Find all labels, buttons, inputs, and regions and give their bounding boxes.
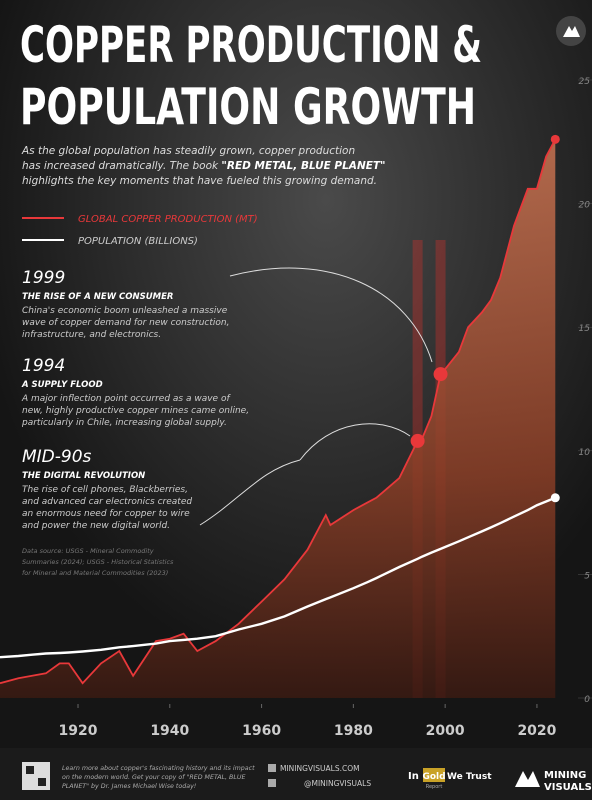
annotation-body: and power the new digital world. <box>22 521 170 531</box>
x-tick-label: 1920 <box>59 723 98 739</box>
end-dot <box>550 493 560 503</box>
subtitle-line: As the global population has steadily gr… <box>21 145 355 157</box>
arrow <box>199 459 301 526</box>
arrow <box>229 267 433 363</box>
web-icon <box>268 764 276 772</box>
title-line: COPPER PRODUCTION & <box>20 16 482 74</box>
partner-text: In <box>408 771 419 782</box>
source: Summaries (2024); USGS - Historical Stat… <box>22 558 174 566</box>
annotation-heading: THE RISE OF A NEW CONSUMER <box>22 292 173 302</box>
source: Data source: USGS - Mineral Commodity <box>22 547 154 555</box>
promo: PLANET" by Dr. James Michael Wise today! <box>62 782 197 790</box>
legend-label: GLOBAL COPPER PRODUCTION (MT) <box>78 214 258 225</box>
end-dot <box>550 134 560 144</box>
legend-label: POPULATION (BILLIONS) <box>78 236 198 247</box>
website: MININGVISUALS.COM <box>280 764 360 773</box>
subtitle-line: has increased dramatically. The book "RE… <box>22 160 386 172</box>
annotation-heading: THE DIGITAL REVOLUTION <box>22 471 145 481</box>
subtitle: As the global population has steadily gr… <box>21 145 386 187</box>
partner-text: We Trust <box>447 772 492 782</box>
social-icon <box>268 779 276 787</box>
annotation-body: wave of copper demand for new constructi… <box>22 318 229 328</box>
subtitle-line: highlights the key moments that have fue… <box>22 175 377 187</box>
highlight-dot <box>433 367 448 382</box>
y-tick-label: 15 <box>579 324 591 334</box>
arrow <box>299 423 411 461</box>
series-line <box>0 138 557 685</box>
title-line: POPULATION GROWTH <box>20 78 476 136</box>
y-tick-label: 5 <box>584 571 590 581</box>
legend: GLOBAL COPPER PRODUCTION (MT) POPULATION… <box>22 214 258 247</box>
annotation-body: infrastructure, and electronics. <box>22 330 161 340</box>
promo: on the modern world. Get your copy of "R… <box>62 773 245 781</box>
annotation-body: particularly in Chile, increasing global… <box>21 418 227 428</box>
subtitle-text: has increased dramatically. The book <box>22 160 221 172</box>
y-tick-label: 10 <box>579 448 591 458</box>
annotation-body: and advanced car electronics created <box>22 497 192 507</box>
annotation-heading: A SUPPLY FLOOD <box>21 380 103 390</box>
handle: @MININGVISUALS <box>304 779 371 788</box>
brand-icon <box>515 771 540 787</box>
brand: VISUALS <box>544 782 592 793</box>
series-line <box>0 496 556 659</box>
annotation-body: A major inflection point occurred as a w… <box>21 394 231 404</box>
qr-mark <box>26 766 34 774</box>
source: for Mineral and Material Commodities (20… <box>22 569 168 577</box>
y-tick-label: 25 <box>579 77 591 87</box>
promo: Learn more about copper's fascinating hi… <box>62 764 255 772</box>
y-tick-label: 0 <box>584 695 590 705</box>
annotation-body: new, highly productive copper mines came… <box>22 406 249 416</box>
annotation-label: 1999 <box>22 268 65 288</box>
x-tick-label: 1940 <box>150 723 189 739</box>
qr-mark <box>38 778 46 786</box>
partner-text: Gold <box>422 772 445 782</box>
annotation-body: The rise of cell phones, Blackberries, <box>22 485 188 495</box>
x-tick-label: 2000 <box>426 723 465 739</box>
brand: MINING <box>544 770 586 781</box>
chart-area: 0 5 10 15 20 25 1920 1940 1960 1980 2000 2020 <box>0 77 592 739</box>
x-tick-label: 1960 <box>242 723 281 739</box>
arrows <box>199 267 433 526</box>
footer: MININGVISUALS.COM @MININGVISUALS In Gold… <box>22 762 592 793</box>
annotation-body: China's economic boom unleashed a massiv… <box>22 306 228 316</box>
annotation-label: MID-90s <box>22 447 92 467</box>
annotations: 1999 THE RISE OF A NEW CONSUMER China's ec… <box>21 268 249 577</box>
annotation-body: an enormous need for copper to wire <box>22 509 190 519</box>
highlight-dot <box>410 433 425 448</box>
partner-sub: Report <box>426 784 443 790</box>
footer-bg <box>0 748 592 800</box>
logo-icon <box>563 26 580 37</box>
annotation-label: 1994 <box>22 356 65 376</box>
partner-badge <box>423 768 445 782</box>
x-tick-label: 1980 <box>334 723 373 739</box>
subtitle-bold: "RED METAL, BLUE PLANET" <box>221 160 385 172</box>
y-tick-label: 20 <box>579 201 591 211</box>
x-tick-label: 2020 <box>517 723 556 739</box>
